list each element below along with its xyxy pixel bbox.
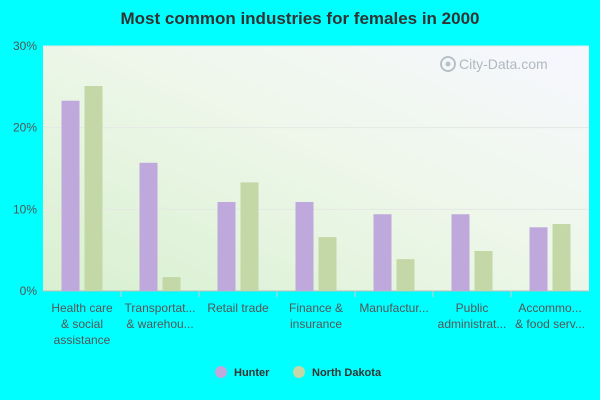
category-label: Accommo... [518, 301, 581, 315]
legend-swatch [293, 366, 305, 378]
bar-hunter [217, 201, 236, 291]
bar-hunter [373, 214, 392, 291]
watermark: City-Data.com [440, 56, 548, 72]
bar-hunter [529, 227, 548, 291]
category-label: Finance & [289, 301, 343, 315]
bar-north-dakota [84, 86, 103, 292]
bar-hunter [295, 201, 314, 291]
category-label: Public [456, 301, 489, 315]
bar-north-dakota [162, 277, 181, 291]
bar-hunter [139, 162, 158, 291]
category-label: & warehou... [126, 317, 193, 331]
bar-north-dakota [474, 250, 493, 291]
y-tick-label: 0% [20, 284, 38, 298]
category-label: & food serv... [515, 317, 585, 331]
category-label: Health care [51, 301, 113, 315]
legend-label: North Dakota [312, 367, 382, 379]
legend-swatch [215, 366, 227, 378]
bar-hunter [61, 100, 80, 291]
category-label: Manufactur... [359, 301, 428, 315]
bar-north-dakota [552, 224, 571, 291]
bar-north-dakota [318, 237, 337, 291]
plot-area [43, 46, 589, 291]
bar-hunter [451, 214, 470, 291]
category-label: administrat... [438, 317, 507, 331]
category-label: & social [61, 317, 103, 331]
watermark-text: City-Data.com [459, 56, 548, 72]
bar-north-dakota [396, 259, 415, 291]
y-tick-label: 20% [13, 121, 37, 135]
bar-north-dakota [240, 182, 259, 291]
category-label: Retail trade [207, 301, 269, 315]
y-tick-label: 30% [13, 39, 37, 53]
category-label: assistance [54, 333, 111, 347]
legend-label: Hunter [234, 367, 270, 379]
y-tick-label: 10% [13, 202, 37, 216]
category-label: Transportat... [125, 301, 196, 315]
chart-title: Most common industries for females in 20… [120, 9, 480, 28]
category-label: insurance [290, 317, 342, 331]
